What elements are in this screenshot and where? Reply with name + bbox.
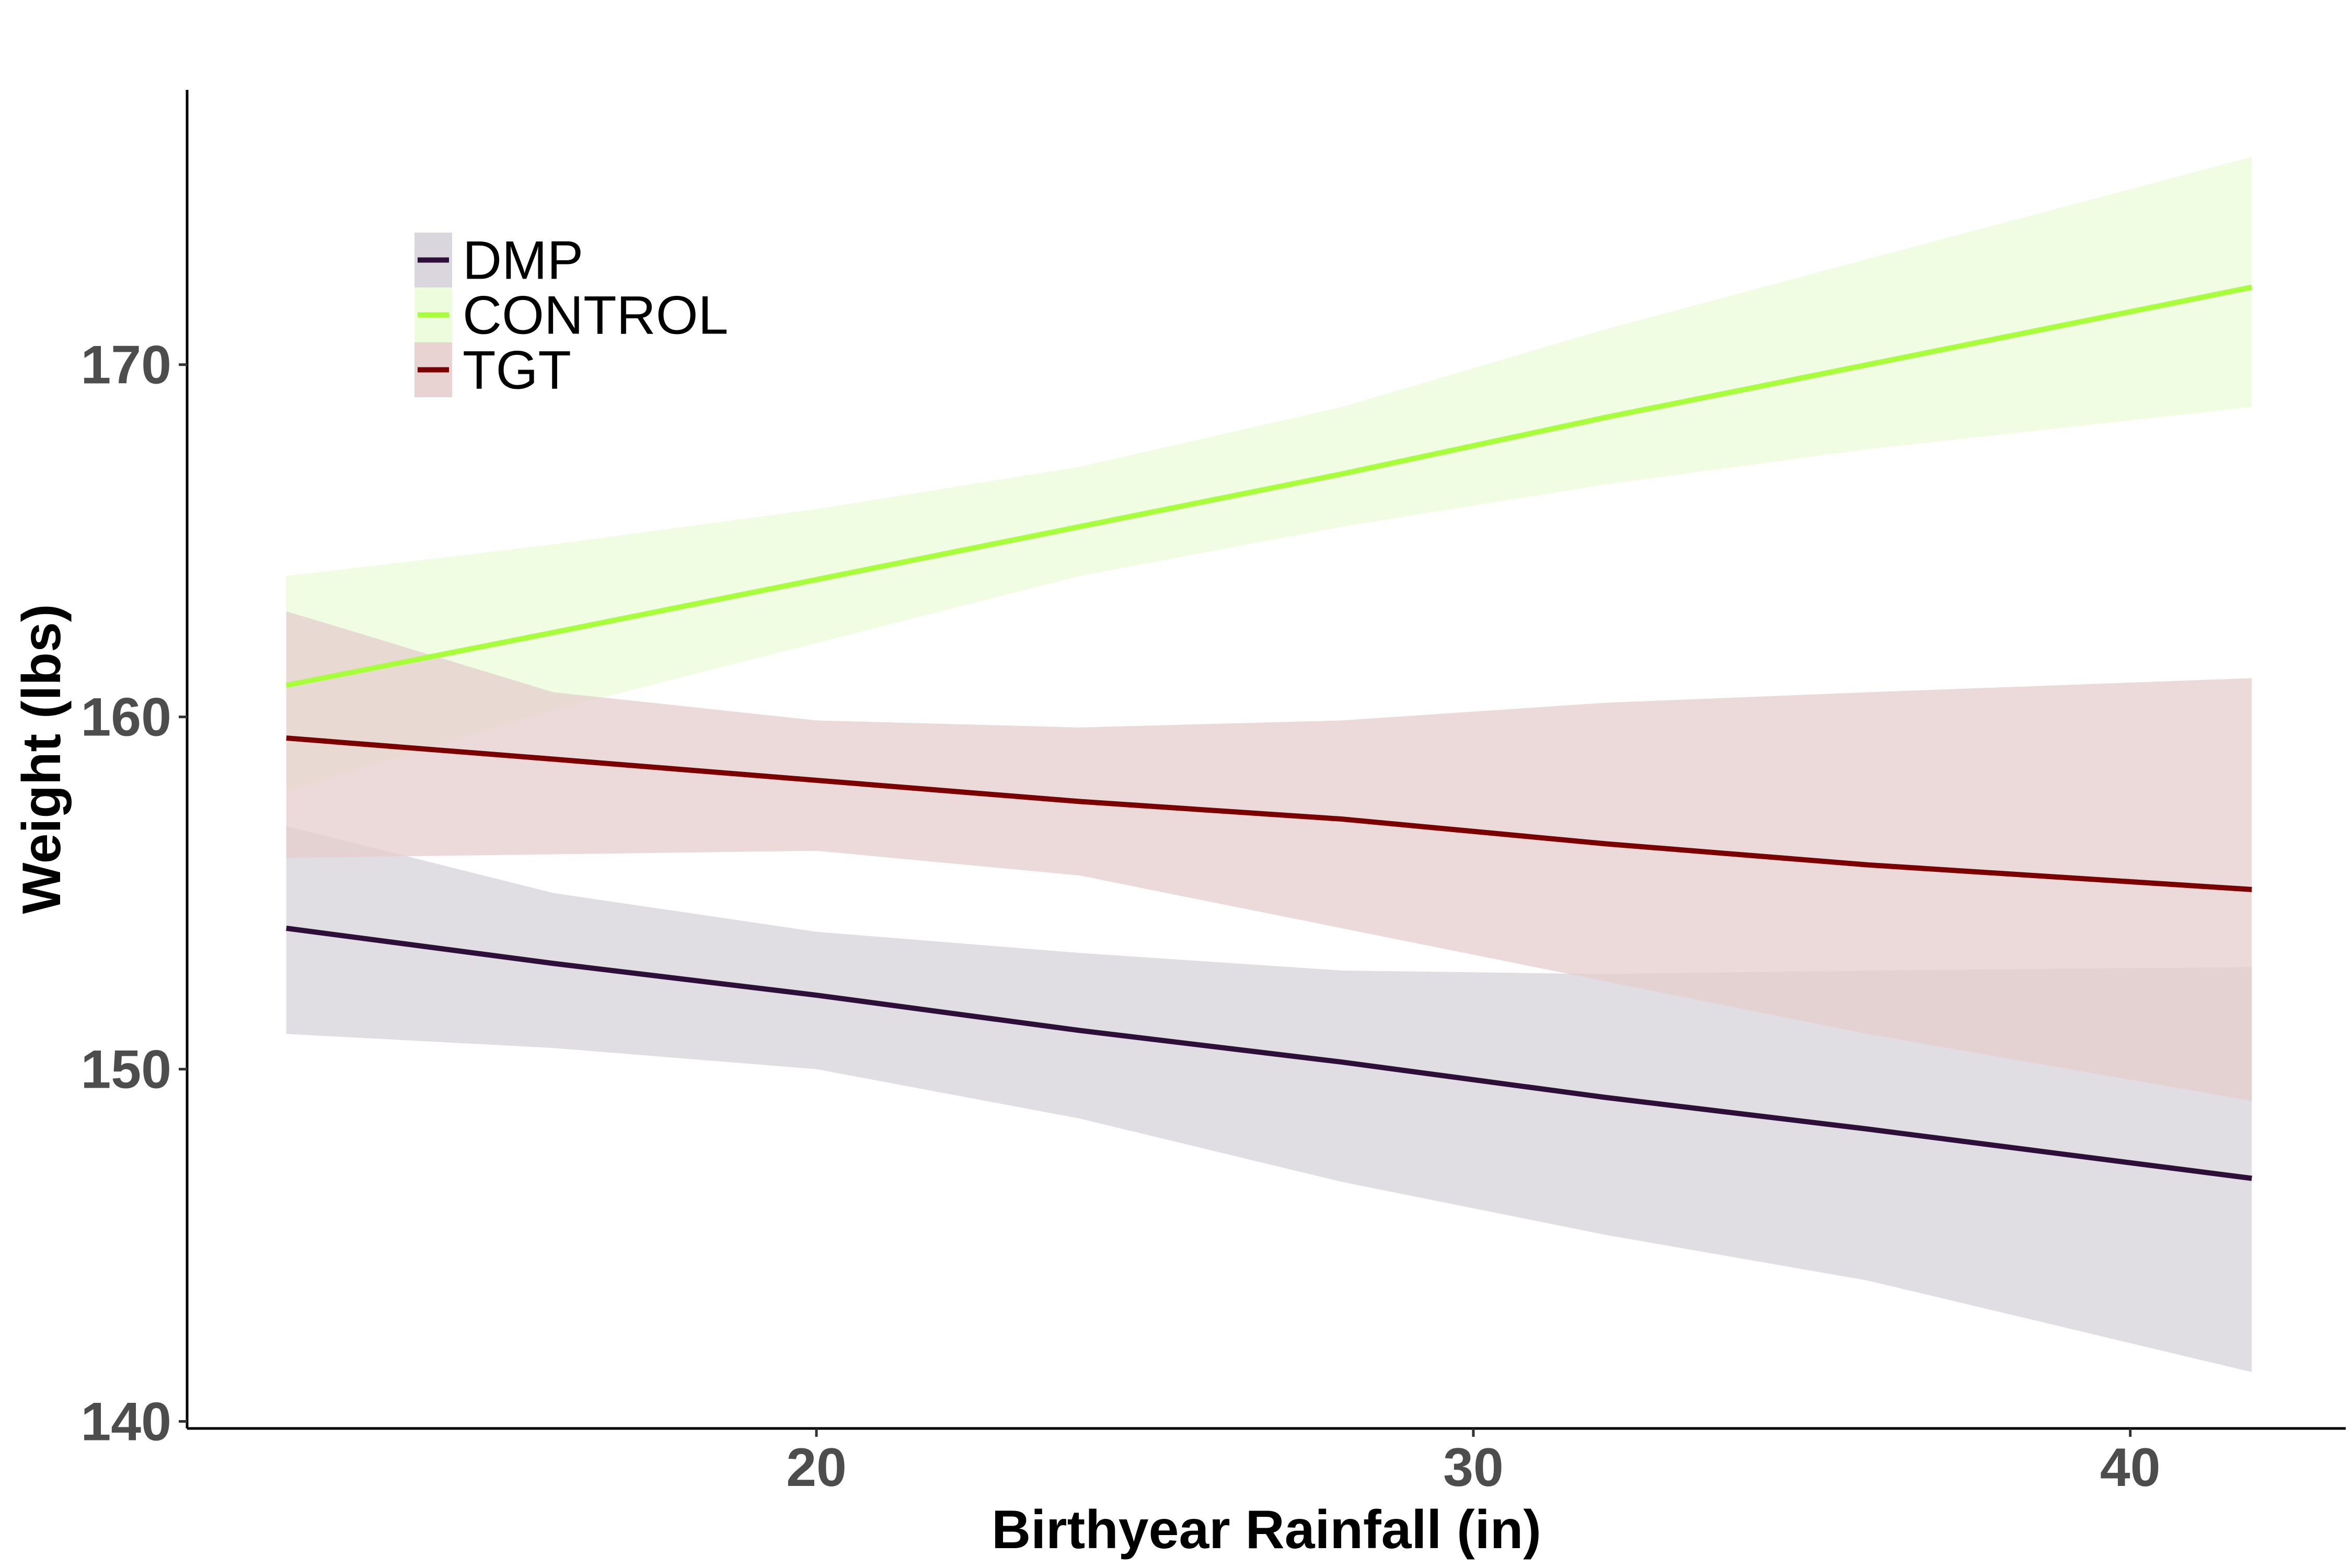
legend-label: TGT (463, 340, 571, 401)
band-dmp (286, 826, 2252, 1373)
legend-item-tgt: TGT (414, 340, 571, 401)
line-tgt (286, 735, 2252, 892)
y-tick-label: 170 (80, 335, 171, 396)
y-tick-label: 140 (80, 1392, 171, 1452)
line-dmp (286, 926, 2252, 1181)
y-axis-ticks: 140 150 160 170 (80, 335, 187, 1452)
x-tick-label: 20 (786, 1437, 847, 1498)
legend-item-dmp: DMP (414, 230, 583, 291)
legend-label: DMP (463, 230, 583, 291)
x-axis-title: Birthyear Rainfall (in) (991, 1500, 1541, 1560)
line-control (285, 284, 2253, 688)
y-tick-label: 160 (80, 687, 171, 748)
legend-label: CONTROL (463, 285, 728, 346)
band-control (286, 157, 2252, 791)
series-lines (285, 284, 2253, 1181)
x-axis-ticks: 20 30 40 (786, 1428, 2161, 1498)
band-tgt (286, 611, 2252, 1101)
x-tick-label: 40 (2100, 1437, 2161, 1498)
y-tick-label: 150 (80, 1040, 171, 1100)
confidence-bands (286, 157, 2252, 1373)
x-tick-label: 30 (1443, 1437, 1504, 1498)
legend-item-control: CONTROL (414, 285, 728, 346)
y-axis-title: Weight (lbs) (11, 604, 72, 914)
